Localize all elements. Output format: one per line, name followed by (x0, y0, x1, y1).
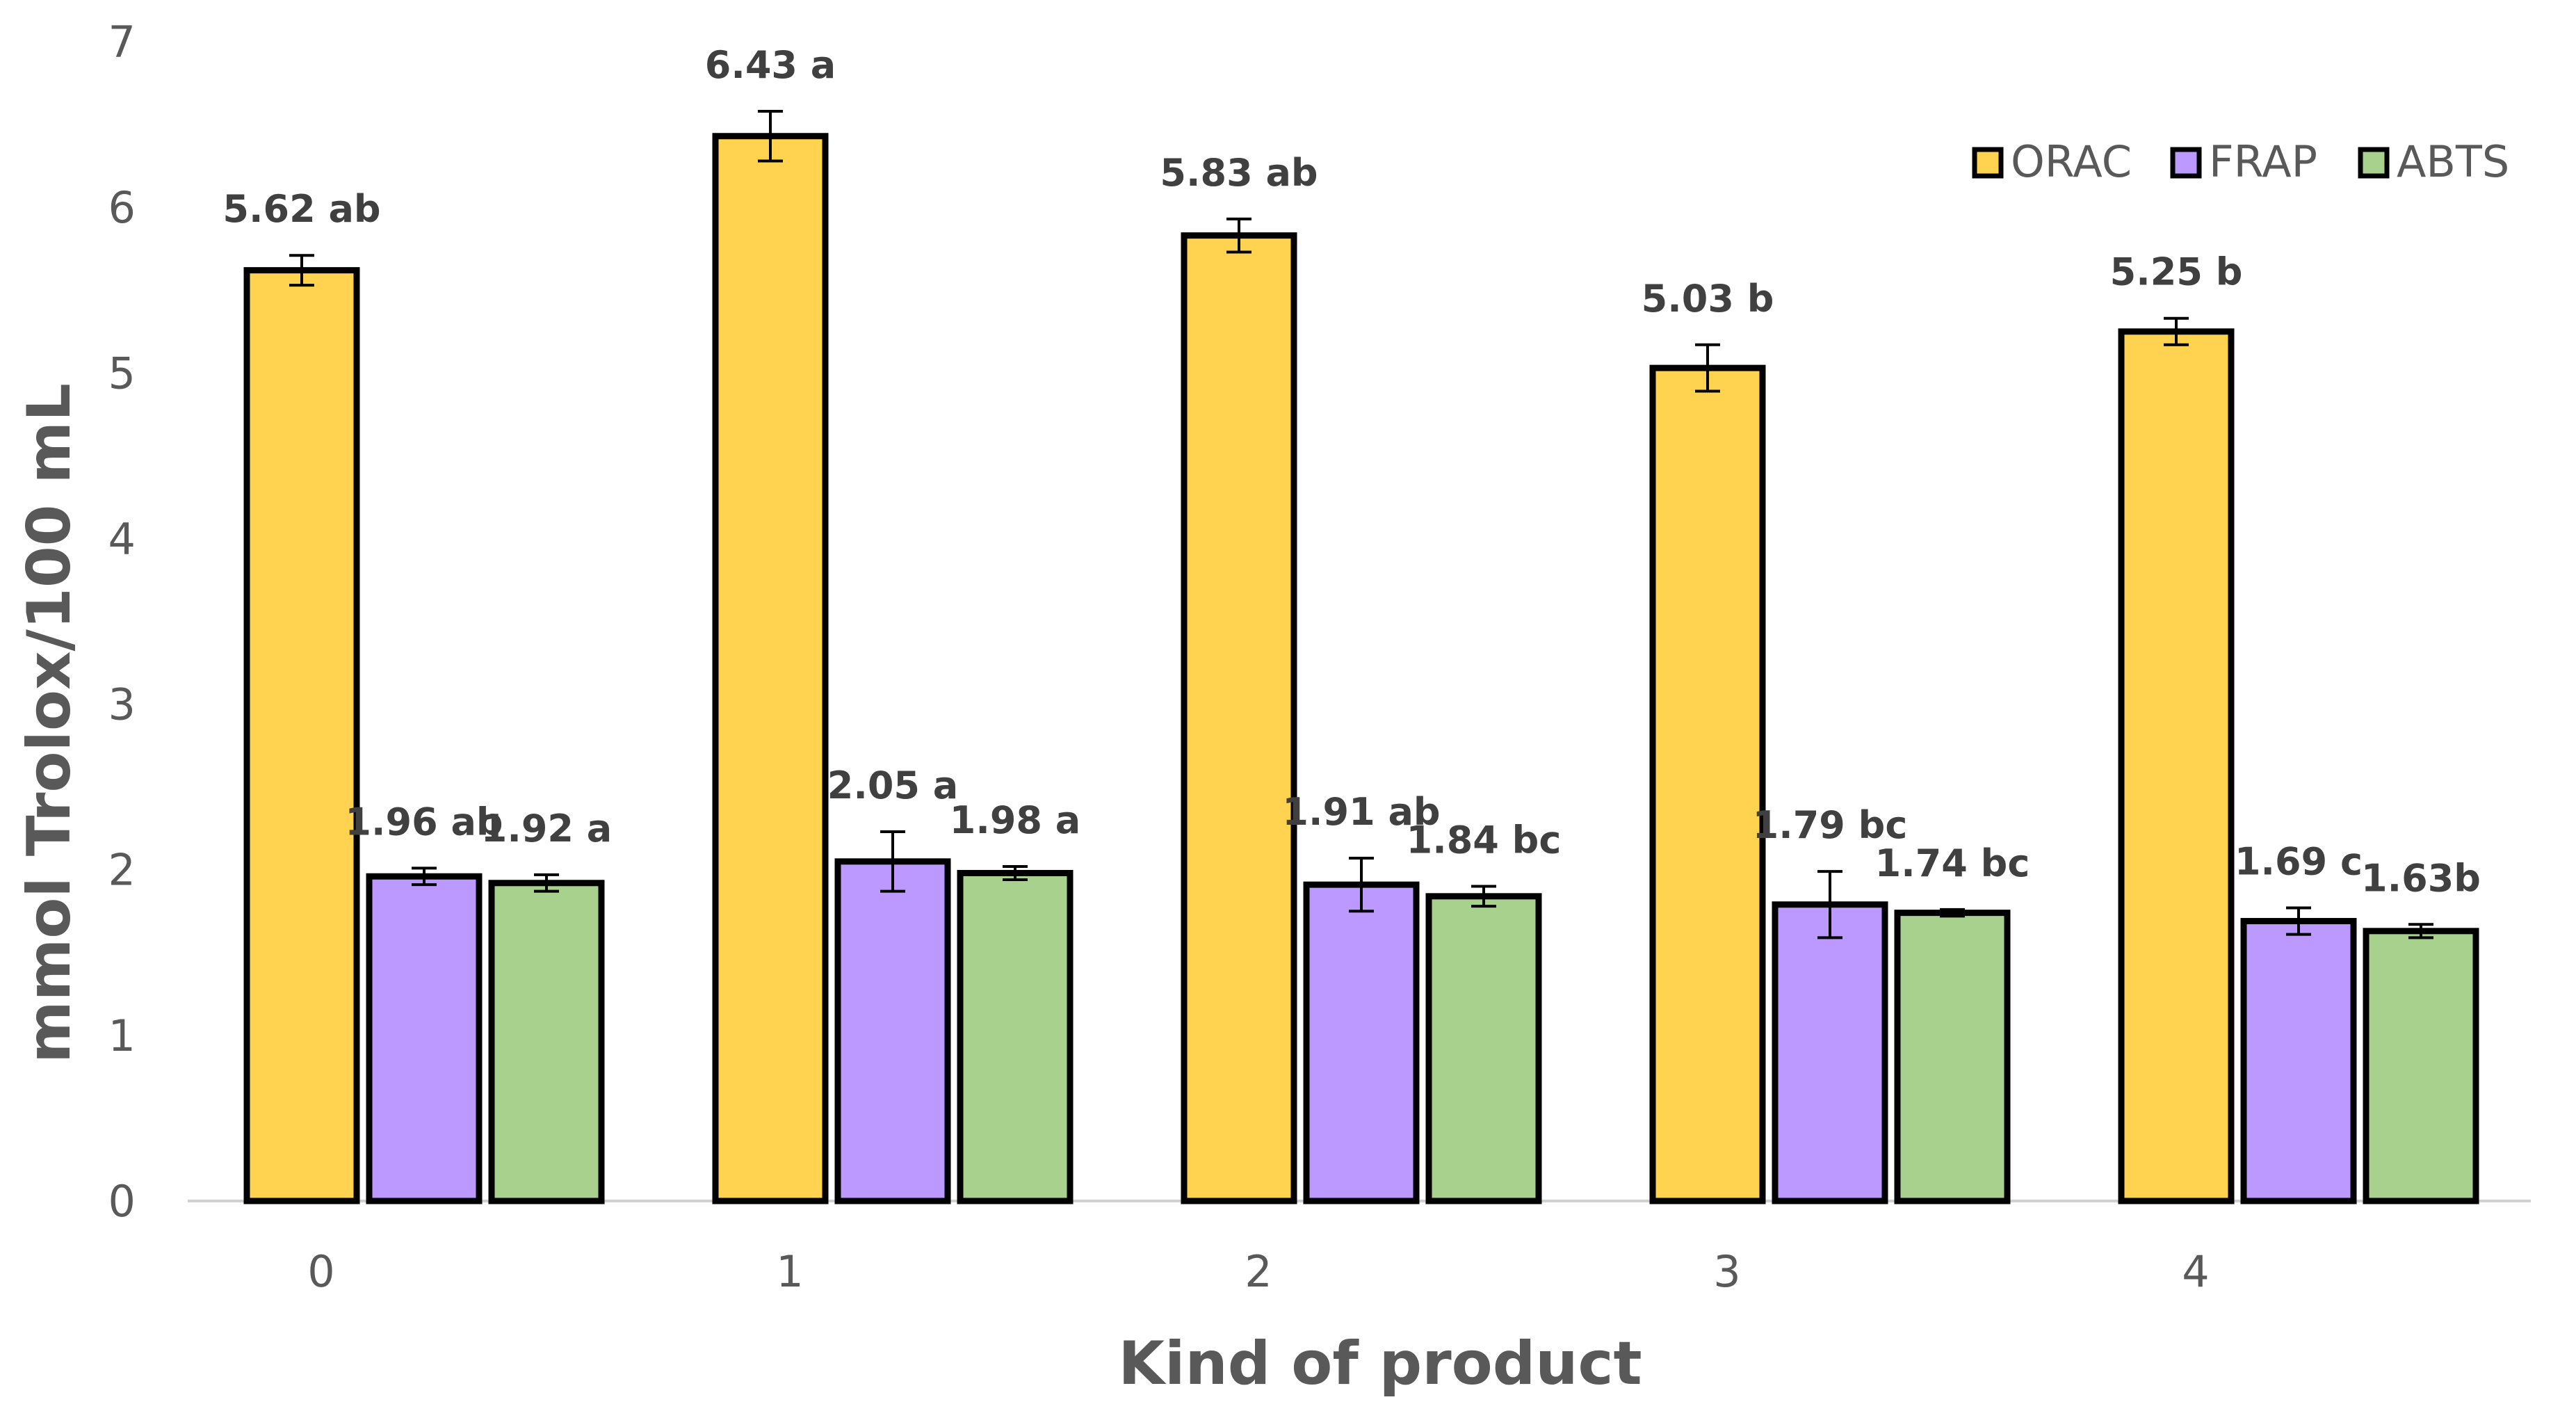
y-tick-label: 7 (108, 17, 136, 67)
bar-abts (2363, 928, 2479, 1204)
bar-orac (1181, 232, 1297, 1204)
bar-frap (834, 858, 951, 1204)
error-bar (2164, 316, 2189, 346)
data-label: 1.91 ab (1282, 790, 1440, 834)
legend-label: ORAC (2011, 136, 2132, 187)
data-label: 6.43 a (705, 43, 836, 87)
data-label: 2.05 a (827, 764, 958, 807)
bar-abts (1894, 910, 2011, 1204)
y-axis-ticks: 0 1 2 3 4 5 6 7 (108, 17, 136, 1227)
x-axis-ticks: 0 1 2 3 4 (307, 1246, 2209, 1297)
legend-item-frap: FRAP (2170, 136, 2317, 187)
error-bar (1349, 857, 1374, 913)
bar-orac (1649, 364, 1766, 1204)
error-bar (534, 873, 559, 893)
legend-item-abts: ABTS (2358, 136, 2509, 187)
data-label: 1.63b (2361, 856, 2481, 900)
legend-swatch (2358, 147, 2390, 179)
y-tick-label: 1 (108, 1010, 136, 1061)
x-tick-label: 2 (1245, 1246, 1272, 1297)
y-tick-label: 5 (108, 348, 136, 398)
error-bar (1003, 864, 1028, 882)
y-axis-title: mmol Trolox/100 mL (15, 383, 84, 1063)
error-bar (1940, 908, 1965, 918)
data-label: 1.92 a (481, 807, 612, 850)
bar-abts (1425, 893, 1542, 1204)
bar-orac (2118, 328, 2235, 1204)
bar-abts (488, 880, 605, 1204)
data-labels-group: 5.62 ab 1.96 ab1.92 a 6.43 a 2.05 a1.98 a 5.… (222, 43, 2481, 900)
data-label: 1.84 bc (1407, 819, 1562, 862)
legend-swatch (1972, 147, 2004, 179)
error-bar (880, 830, 905, 893)
error-bar (2286, 906, 2311, 936)
error-bar (289, 254, 314, 287)
error-bar (1226, 217, 1251, 254)
y-tick-label: 4 (108, 513, 136, 564)
data-label: 5.83 ab (1160, 151, 1318, 195)
error-bar (1471, 885, 1496, 908)
y-tick-label: 2 (108, 845, 136, 896)
y-tick-label: 3 (108, 679, 136, 730)
error-bar (758, 110, 783, 163)
error-bars-group (289, 110, 2433, 940)
data-label: 1.79 bc (1753, 803, 1908, 847)
error-bar (2408, 923, 2433, 940)
bar-frap (1772, 901, 1888, 1204)
bar-orac (712, 133, 829, 1204)
legend-label: ABTS (2397, 136, 2509, 187)
data-label: 5.03 b (1642, 277, 1774, 321)
x-tick-label: 0 (307, 1246, 334, 1297)
y-tick-label: 0 (108, 1176, 136, 1227)
legend-swatch (2170, 147, 2202, 179)
x-tick-label: 3 (1713, 1246, 1740, 1297)
data-label: 5.25 b (2110, 250, 2243, 294)
bar-abts (957, 869, 1074, 1204)
bar-frap (1303, 881, 1420, 1204)
bar-frap (2240, 918, 2357, 1204)
data-label: 5.62 ab (222, 187, 380, 231)
legend-item-orac: ORAC (1972, 136, 2132, 187)
bar-orac (243, 267, 360, 1204)
y-tick-label: 6 (108, 182, 136, 233)
x-axis-title: Kind of product (1118, 1329, 1642, 1398)
legend: ORAC FRAP ABTS (1972, 136, 2509, 187)
data-label: 1.74 bc (1875, 841, 2030, 885)
x-tick-label: 4 (2182, 1246, 2209, 1297)
error-bar (1817, 870, 1842, 940)
data-label: 1.98 a (950, 798, 1080, 842)
bar-frap (366, 873, 483, 1204)
x-tick-label: 1 (776, 1246, 803, 1297)
data-label: 1.96 ab (345, 800, 503, 844)
error-bar (412, 866, 437, 887)
bars-group (243, 133, 2479, 1204)
legend-label: FRAP (2209, 136, 2317, 187)
data-label: 1.69 c (2235, 839, 2363, 883)
error-bar (1695, 343, 1720, 393)
